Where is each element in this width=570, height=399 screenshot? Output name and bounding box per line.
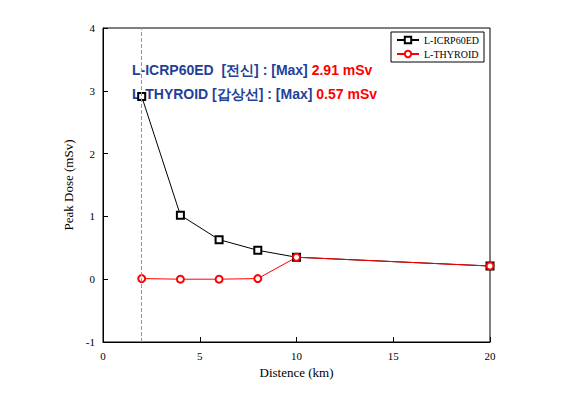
svg-text:Peak Dose (mSv): Peak Dose (mSv)	[61, 140, 76, 231]
svg-text:10: 10	[291, 350, 303, 362]
svg-text:1: 1	[90, 210, 96, 222]
svg-text:15: 15	[388, 350, 400, 362]
svg-text:0: 0	[100, 350, 106, 362]
svg-text:-1: -1	[86, 336, 95, 348]
svg-text:20: 20	[485, 350, 497, 362]
svg-text:L-ICRP60ED [전신] : [Max]: L-ICRP60ED [전신] : [Max]	[132, 62, 312, 78]
svg-text:Distence (km): Distence (km)	[259, 365, 333, 380]
svg-text:L-ICRP60ED: L-ICRP60ED	[424, 35, 479, 46]
svg-text:2: 2	[90, 148, 96, 160]
svg-text:L-THYROID [갑상선] : [Max]: L-THYROID [갑상선] : [Max]	[132, 86, 316, 102]
svg-text:0.57 mSv: 0.57 mSv	[316, 86, 377, 102]
svg-text:0: 0	[90, 273, 96, 285]
svg-text:L-THYROID: L-THYROID	[424, 49, 478, 60]
svg-text:2.91 mSv: 2.91 mSv	[312, 62, 373, 78]
svg-text:3: 3	[90, 85, 96, 97]
svg-text:4: 4	[90, 22, 96, 34]
svg-text:5: 5	[197, 350, 203, 362]
